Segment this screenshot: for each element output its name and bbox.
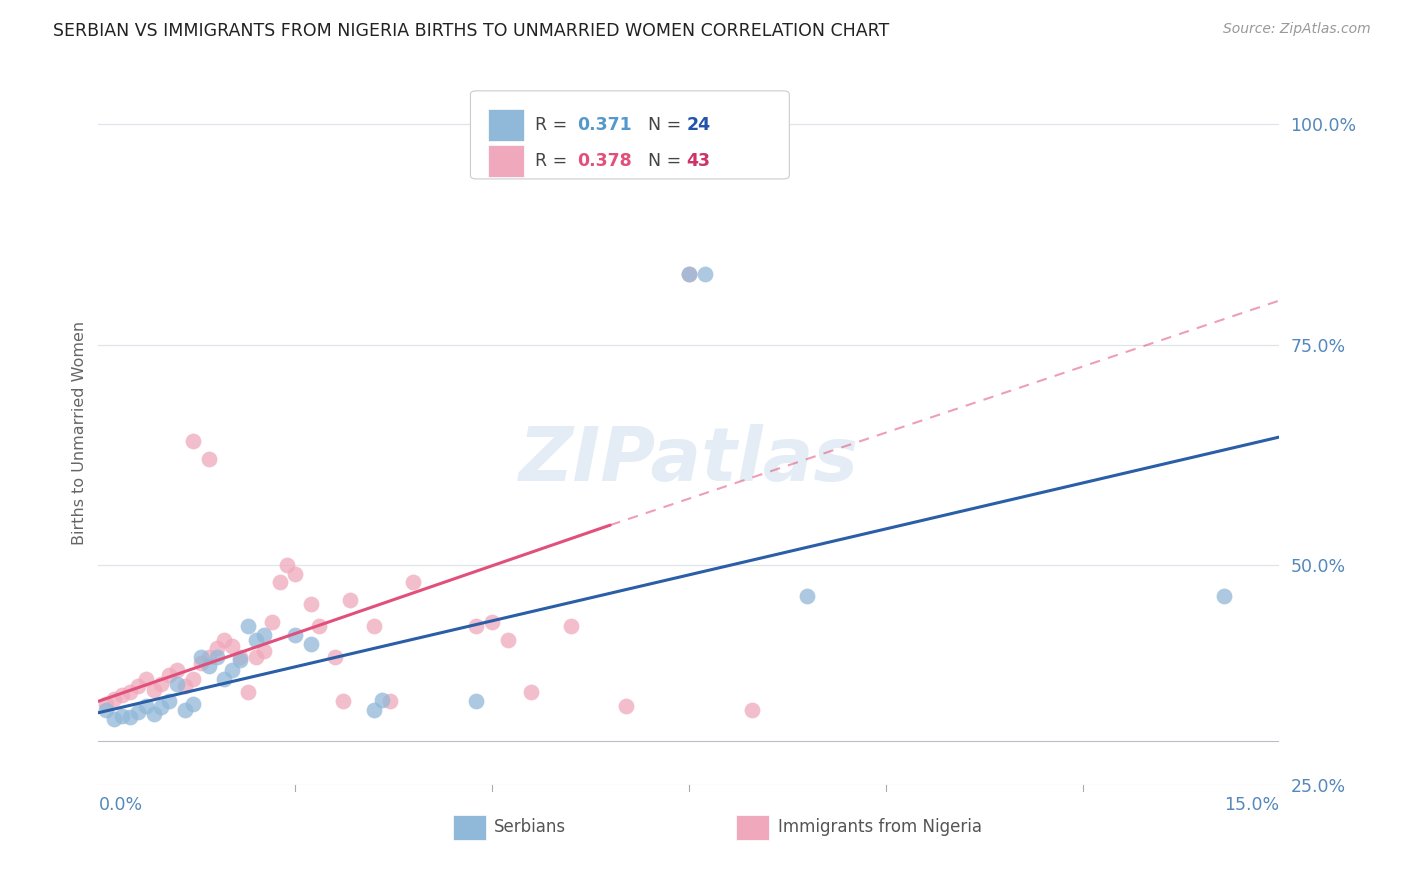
Point: [197, 659, 219, 673]
Point: [221, 664, 243, 678]
Point: [142, 682, 165, 697]
Point: [678, 267, 700, 281]
Point: [221, 639, 243, 653]
Point: [214, 673, 236, 687]
Point: [481, 883, 503, 892]
Text: SERBIAN VS IMMIGRANTS FROM NIGERIA BIRTHS TO UNMARRIED WOMEN CORRELATION CHART: SERBIAN VS IMMIGRANTS FROM NIGERIA BIRTH…: [53, 22, 890, 40]
Point: [181, 673, 204, 687]
Point: [229, 653, 252, 667]
Point: [205, 641, 228, 656]
FancyBboxPatch shape: [737, 815, 769, 840]
Point: [118, 685, 141, 699]
Point: [402, 575, 425, 590]
Text: N =: N =: [648, 152, 686, 169]
Point: [332, 694, 354, 708]
Point: [103, 691, 125, 706]
Point: [166, 664, 188, 678]
Point: [253, 628, 276, 642]
Point: [103, 712, 125, 726]
Point: [378, 694, 401, 708]
Point: [214, 632, 236, 647]
Point: [174, 703, 197, 717]
Point: [496, 632, 519, 647]
FancyBboxPatch shape: [488, 145, 523, 177]
Text: ZIPatlas: ZIPatlas: [519, 425, 859, 498]
Point: [284, 566, 307, 581]
Text: Immigrants from Nigeria: Immigrants from Nigeria: [778, 818, 981, 836]
Point: [174, 679, 197, 693]
Point: [96, 697, 118, 711]
Point: [253, 644, 276, 658]
Point: [339, 593, 361, 607]
Point: [127, 679, 149, 693]
Point: [142, 707, 165, 722]
Point: [190, 650, 212, 665]
Text: 0.371: 0.371: [576, 116, 631, 134]
Point: [299, 637, 322, 651]
Text: 43: 43: [686, 152, 710, 169]
Point: [245, 632, 267, 647]
Point: [118, 710, 141, 724]
Point: [236, 685, 259, 699]
Point: [111, 688, 134, 702]
FancyBboxPatch shape: [471, 91, 789, 179]
Text: 15.0%: 15.0%: [1225, 796, 1279, 814]
Point: [308, 619, 330, 633]
Point: [614, 698, 637, 713]
Point: [520, 685, 543, 699]
Point: [481, 615, 503, 629]
Point: [1213, 589, 1236, 603]
Point: [181, 434, 204, 449]
Point: [465, 619, 488, 633]
Point: [157, 694, 180, 708]
Point: [276, 558, 298, 572]
Point: [323, 650, 346, 665]
Point: [96, 703, 118, 717]
Point: [465, 694, 488, 708]
Y-axis label: Births to Unmarried Women: Births to Unmarried Women: [72, 320, 87, 545]
Text: Source: ZipAtlas.com: Source: ZipAtlas.com: [1223, 22, 1371, 37]
Point: [796, 589, 818, 603]
Point: [127, 705, 149, 719]
Text: Serbians: Serbians: [494, 818, 567, 836]
FancyBboxPatch shape: [488, 110, 523, 141]
Point: [299, 598, 322, 612]
Point: [347, 822, 370, 836]
Point: [150, 676, 173, 690]
Point: [371, 692, 394, 706]
Point: [260, 615, 283, 629]
Point: [229, 650, 252, 665]
Point: [269, 575, 291, 590]
Text: 0.0%: 0.0%: [98, 796, 142, 814]
Point: [284, 628, 307, 642]
Point: [197, 452, 219, 467]
Point: [363, 619, 385, 633]
Point: [205, 650, 228, 665]
Point: [678, 267, 700, 281]
Text: 24: 24: [686, 116, 710, 134]
Point: [166, 676, 188, 690]
Point: [111, 709, 134, 723]
Point: [197, 650, 219, 665]
Point: [693, 267, 716, 281]
Point: [150, 700, 173, 714]
Point: [236, 619, 259, 633]
Text: R =: R =: [536, 116, 574, 134]
Point: [190, 657, 212, 671]
Point: [741, 703, 763, 717]
Point: [135, 673, 157, 687]
Text: N =: N =: [648, 116, 686, 134]
Point: [181, 697, 204, 711]
Point: [323, 814, 346, 828]
Text: R =: R =: [536, 152, 574, 169]
Point: [157, 668, 180, 682]
FancyBboxPatch shape: [453, 815, 486, 840]
Text: 0.378: 0.378: [576, 152, 631, 169]
Point: [363, 703, 385, 717]
Point: [135, 698, 157, 713]
Point: [560, 619, 582, 633]
Point: [245, 650, 267, 665]
